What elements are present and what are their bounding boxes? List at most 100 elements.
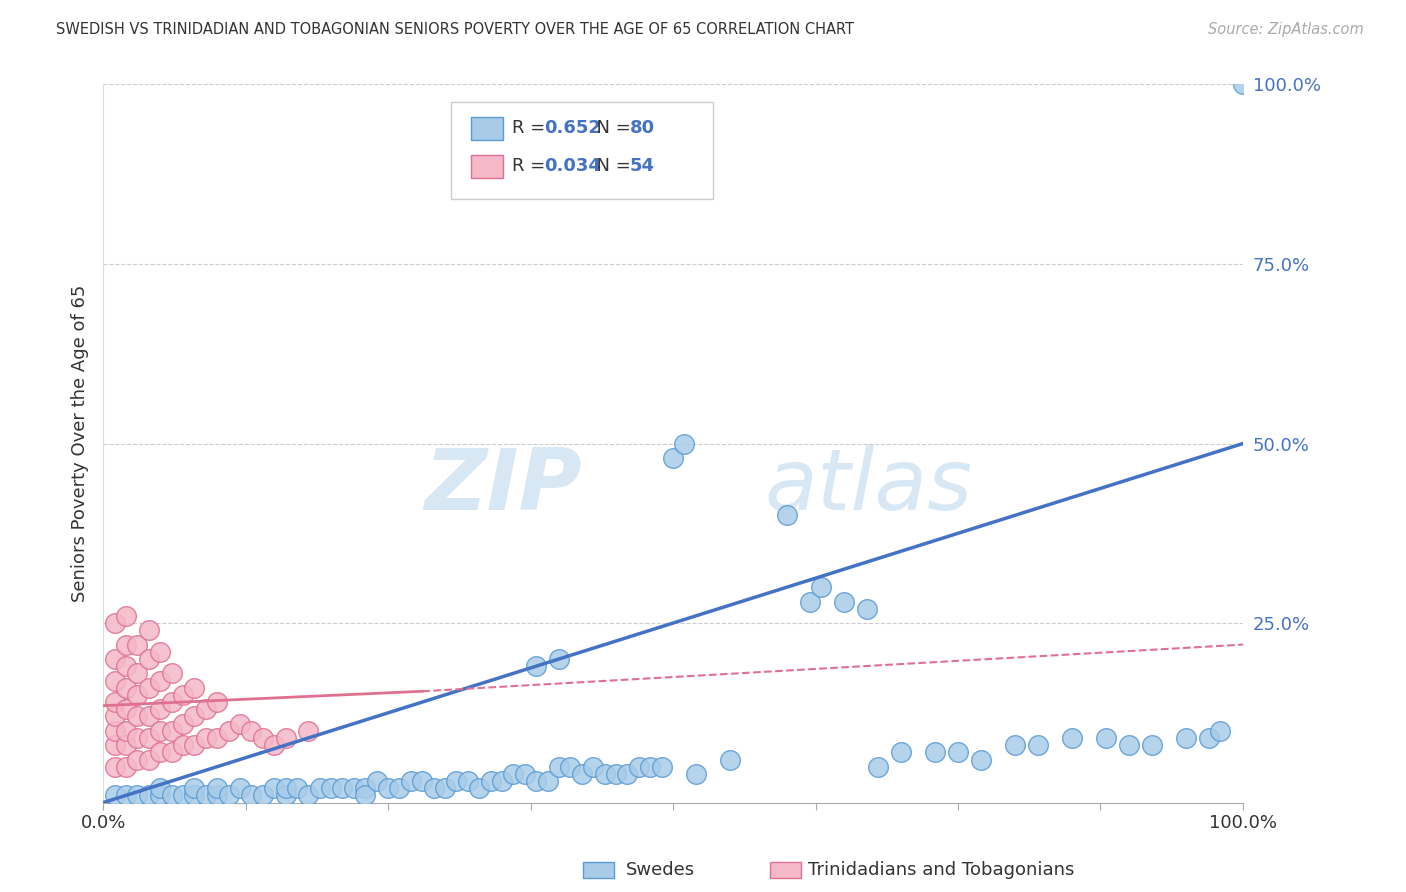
Point: [1004, 738, 1026, 752]
Point: [149, 745, 172, 759]
FancyBboxPatch shape: [471, 117, 503, 140]
Point: [924, 745, 946, 759]
Point: [183, 781, 205, 796]
Point: [274, 781, 297, 796]
Point: [308, 781, 330, 796]
Point: [103, 723, 125, 738]
Text: 0.034: 0.034: [544, 157, 602, 176]
Point: [946, 745, 969, 759]
Text: SWEDISH VS TRINIDADIAN AND TOBAGONIAN SENIORS POVERTY OVER THE AGE OF 65 CORRELA: SWEDISH VS TRINIDADIAN AND TOBAGONIAN SE…: [56, 22, 855, 37]
Text: N =: N =: [585, 120, 637, 137]
Point: [127, 752, 149, 766]
Point: [172, 716, 194, 731]
Point: [411, 774, 433, 789]
Point: [502, 767, 524, 781]
Point: [127, 666, 149, 681]
Point: [513, 767, 536, 781]
Point: [115, 723, 138, 738]
Point: [194, 731, 217, 745]
Text: Trinidadians and Tobagonians: Trinidadians and Tobagonians: [808, 861, 1074, 879]
Point: [115, 789, 138, 803]
Point: [252, 789, 274, 803]
Point: [138, 752, 160, 766]
Point: [115, 638, 138, 652]
Point: [799, 594, 821, 608]
Point: [160, 745, 183, 759]
Point: [172, 789, 194, 803]
Point: [127, 688, 149, 702]
Point: [103, 760, 125, 774]
Text: N =: N =: [585, 157, 637, 176]
Point: [1198, 731, 1220, 745]
Text: 54: 54: [630, 157, 655, 176]
Point: [218, 789, 240, 803]
FancyBboxPatch shape: [471, 155, 503, 178]
Point: [1095, 731, 1118, 745]
Text: 0.652: 0.652: [544, 120, 602, 137]
Point: [149, 645, 172, 659]
Point: [274, 731, 297, 745]
FancyBboxPatch shape: [451, 103, 713, 199]
Point: [103, 738, 125, 752]
Text: Source: ZipAtlas.com: Source: ZipAtlas.com: [1208, 22, 1364, 37]
Point: [638, 760, 661, 774]
Point: [103, 652, 125, 666]
Point: [468, 781, 491, 796]
Point: [149, 673, 172, 688]
Point: [832, 594, 855, 608]
Point: [172, 738, 194, 752]
Point: [673, 436, 696, 450]
Point: [1118, 738, 1140, 752]
Point: [718, 752, 741, 766]
Point: [685, 767, 707, 781]
Point: [343, 781, 366, 796]
Text: Swedes: Swedes: [626, 861, 695, 879]
Point: [240, 789, 263, 803]
Point: [115, 760, 138, 774]
Point: [970, 752, 993, 766]
Point: [138, 681, 160, 695]
Point: [548, 760, 571, 774]
Point: [103, 615, 125, 630]
Point: [537, 774, 560, 789]
Point: [240, 723, 263, 738]
Point: [1209, 723, 1232, 738]
Point: [457, 774, 479, 789]
Point: [297, 789, 319, 803]
Point: [776, 508, 799, 523]
Point: [127, 789, 149, 803]
Point: [160, 789, 183, 803]
Point: [1060, 731, 1083, 745]
Point: [856, 601, 879, 615]
Point: [571, 767, 593, 781]
Point: [1175, 731, 1198, 745]
Point: [205, 781, 228, 796]
Point: [605, 767, 627, 781]
Point: [103, 789, 125, 803]
Point: [127, 709, 149, 723]
Point: [229, 781, 252, 796]
Point: [252, 731, 274, 745]
Point: [274, 789, 297, 803]
Point: [115, 738, 138, 752]
Point: [560, 760, 582, 774]
Point: [524, 774, 547, 789]
Point: [388, 781, 411, 796]
Point: [582, 760, 605, 774]
Point: [115, 702, 138, 716]
Point: [183, 681, 205, 695]
Point: [183, 709, 205, 723]
Point: [422, 781, 444, 796]
Point: [285, 781, 308, 796]
Point: [479, 774, 502, 789]
Point: [593, 767, 616, 781]
Point: [263, 738, 285, 752]
Point: [127, 731, 149, 745]
Point: [616, 767, 638, 781]
Point: [868, 760, 890, 774]
Point: [149, 702, 172, 716]
Point: [1140, 738, 1163, 752]
Point: [183, 789, 205, 803]
Point: [491, 774, 513, 789]
Text: R =: R =: [512, 157, 551, 176]
